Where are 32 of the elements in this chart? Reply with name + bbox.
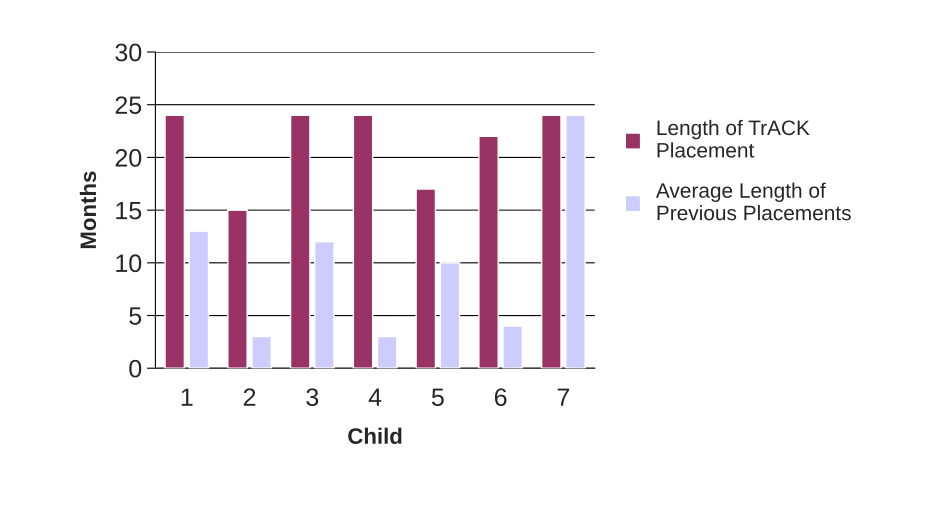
y-tick-label: 25 — [116, 96, 142, 114]
y-tick-label: 0 — [129, 360, 142, 378]
bar — [314, 241, 335, 368]
bar — [352, 114, 374, 368]
bar — [440, 262, 460, 368]
x-tick-label: 4 — [368, 388, 382, 406]
bar — [188, 230, 210, 368]
x-tick-label: 3 — [306, 388, 318, 406]
y-tick-label: 10 — [116, 254, 142, 272]
x-tick-label: 6 — [494, 388, 506, 406]
y-tick-label: 15 — [116, 202, 142, 220]
bar — [227, 209, 248, 368]
y-axis-title: Months — [80, 172, 96, 248]
x-tick-label: 5 — [432, 388, 444, 406]
bar — [290, 114, 311, 368]
bar — [502, 325, 524, 368]
x-axis-title: Child — [348, 428, 402, 444]
bar — [478, 136, 499, 368]
bar — [565, 114, 586, 368]
bar — [376, 336, 398, 368]
x-tick-label: 7 — [558, 388, 570, 406]
x-tick-label: 1 — [182, 388, 193, 406]
legend-label: Average Length of Previous Placements — [656, 182, 851, 220]
y-tick-label: 30 — [115, 44, 142, 62]
y-tick-label: 20 — [116, 149, 142, 167]
x-tick-label: 2 — [244, 388, 256, 406]
legend-label: Length of TrACK Placement — [658, 120, 810, 158]
bar — [540, 114, 562, 368]
bar — [164, 114, 186, 368]
y-tick-label: 5 — [129, 307, 142, 325]
bar — [251, 336, 272, 368]
bar — [415, 188, 436, 368]
